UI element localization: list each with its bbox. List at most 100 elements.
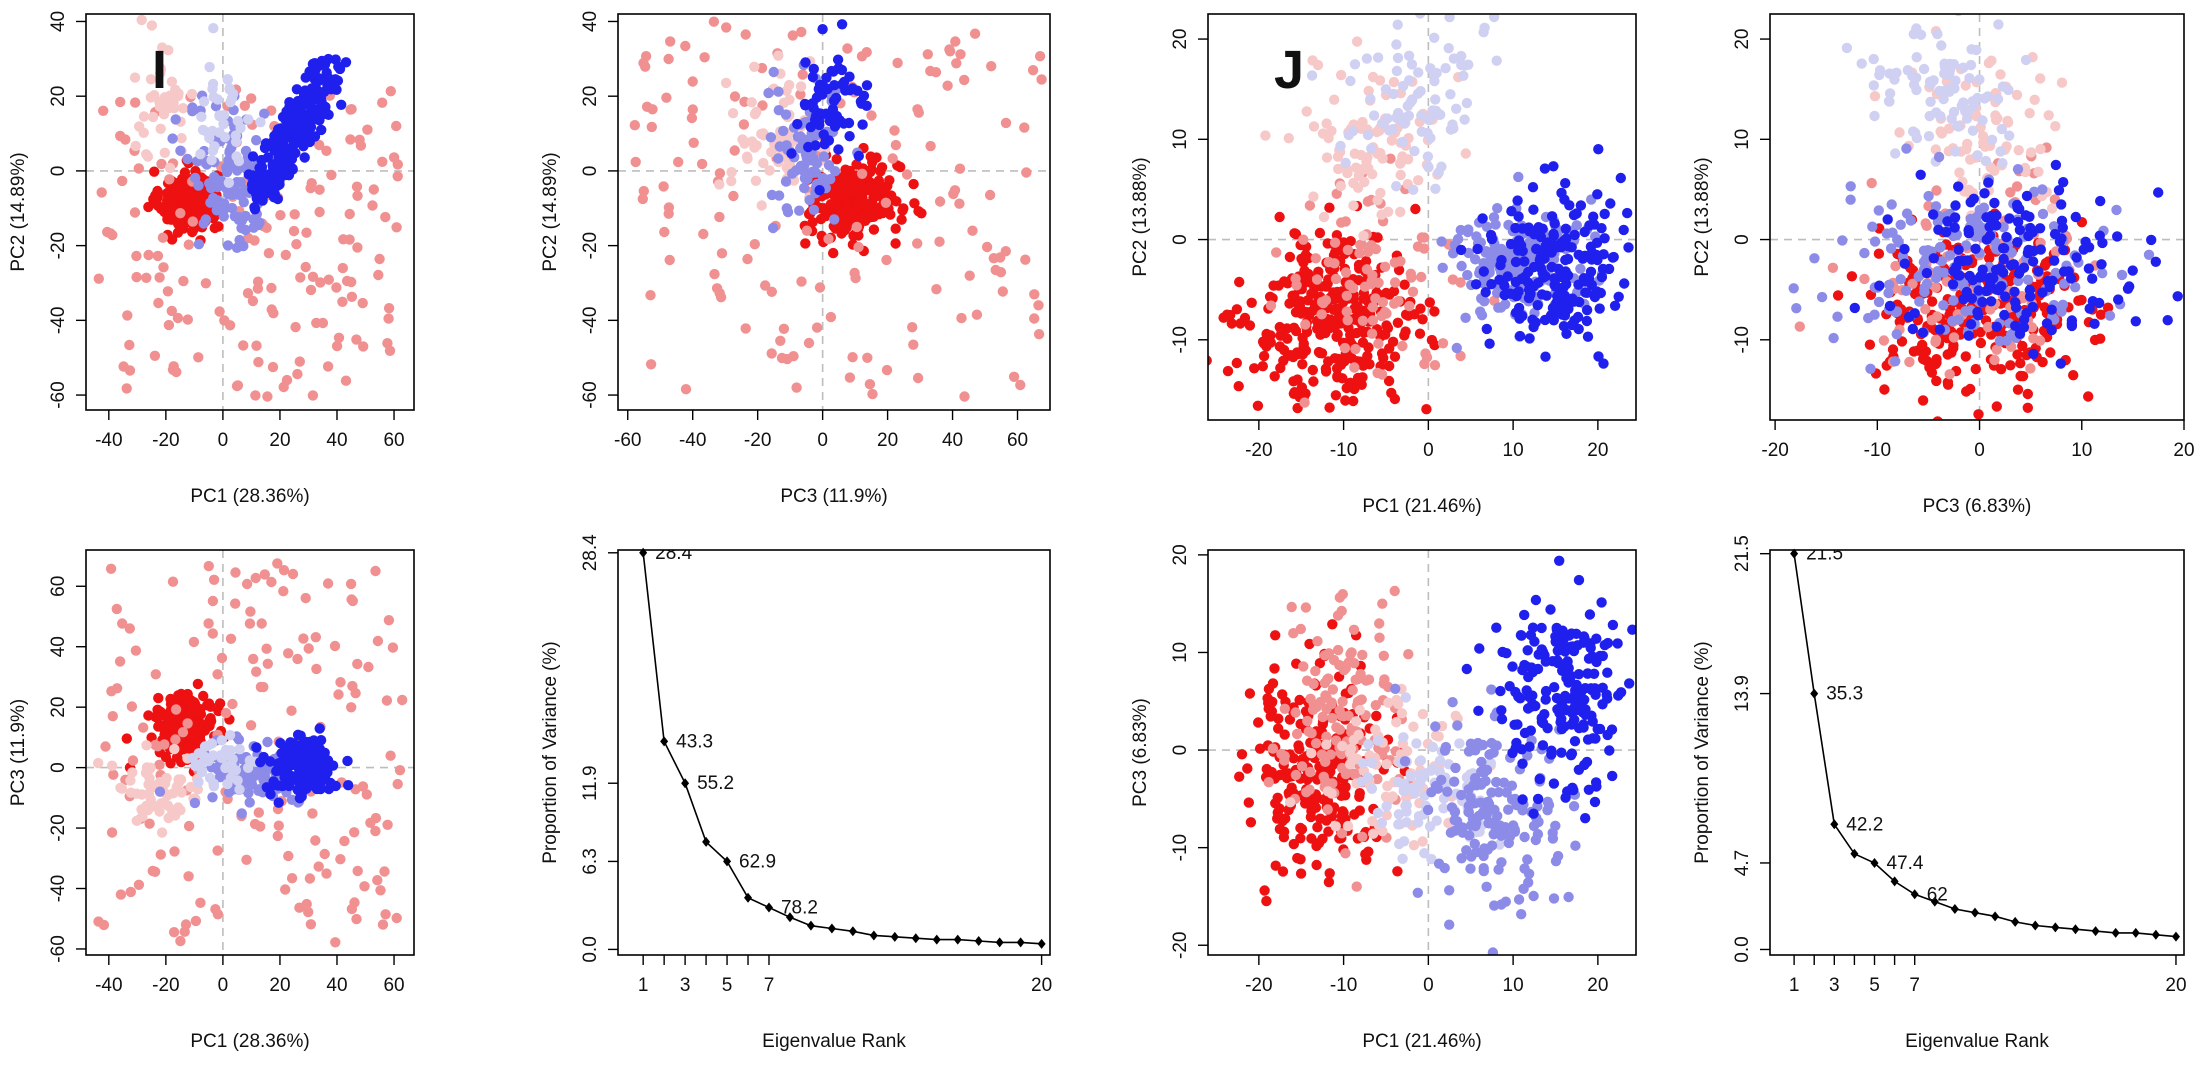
scatter-point	[1353, 729, 1364, 741]
scatter-point	[1917, 395, 1929, 406]
scatter-point	[1904, 356, 1915, 368]
scatter-point	[282, 166, 293, 178]
scatter-point	[307, 808, 318, 819]
scatter-point	[246, 179, 258, 190]
scatter-point	[349, 827, 360, 838]
scatter-point	[1977, 264, 1988, 275]
scatter-point	[1279, 703, 1291, 714]
scatter-point	[1932, 416, 1943, 420]
scatter-point	[2023, 230, 2034, 242]
scatter-point	[756, 200, 767, 211]
scatter-point	[262, 736, 273, 748]
scatter-point	[1939, 61, 1951, 72]
scatter-point	[1270, 860, 1281, 871]
scatter-point	[1321, 731, 1332, 742]
scatter-point	[1984, 253, 1995, 264]
scatter-point	[1307, 55, 1318, 66]
scatter-point	[637, 193, 648, 205]
scatter-point	[1412, 241, 1424, 252]
scatter-point	[1365, 93, 1376, 105]
scatter-point	[2066, 318, 2077, 329]
scatter-point	[1367, 169, 1378, 180]
scatter-point	[187, 106, 198, 117]
scatter-point	[1351, 327, 1362, 339]
scatter-point	[1918, 348, 1929, 359]
scatter-point	[2096, 259, 2107, 270]
scatter-point	[699, 52, 710, 63]
scatter-point	[230, 567, 241, 578]
scatter-point	[1403, 110, 1415, 122]
scatter-point	[256, 618, 267, 629]
scatter-point	[2043, 110, 2054, 121]
scatter-point	[1547, 833, 1559, 844]
scatter-point	[1965, 197, 1976, 208]
scatter-point	[1337, 589, 1349, 600]
scatter-point	[1941, 226, 1952, 238]
scatter-point	[382, 338, 393, 349]
y-axis-label: PC2 (14.89%)	[540, 152, 561, 271]
scatter-point	[326, 169, 337, 181]
scatter-point	[1278, 344, 1290, 356]
scatter-point	[330, 937, 341, 948]
scatter-point	[175, 208, 186, 219]
scatter-point	[1585, 266, 1597, 277]
scatter-point	[740, 29, 751, 40]
scatter-point	[1311, 701, 1322, 713]
x-tick-label: -60	[614, 430, 641, 451]
scatter-point	[1911, 52, 1922, 63]
scatter-point	[250, 390, 261, 401]
scatter-point	[127, 755, 139, 766]
scatter-point	[310, 835, 321, 846]
scatter-point	[262, 152, 274, 163]
scatter-point	[196, 111, 207, 123]
scatter-point	[352, 190, 363, 201]
scatter-point	[949, 185, 961, 196]
scatter-point	[1443, 43, 1454, 54]
scatter-point	[781, 85, 792, 97]
scatter-points	[1788, 14, 2183, 420]
scatter-point	[1321, 152, 1333, 163]
scatter-points	[93, 558, 408, 948]
scatter-point	[1981, 285, 1992, 297]
scatter-point	[1433, 858, 1445, 869]
scatter-point	[2150, 256, 2161, 267]
scatter-point	[1928, 75, 1939, 86]
scatter-series-6	[251, 723, 354, 808]
scatter-point	[1970, 363, 1982, 375]
scatter-point	[1846, 271, 1858, 282]
scatter-point	[1287, 290, 1298, 301]
scatter-point	[1380, 84, 1392, 95]
scatter-point	[207, 595, 219, 607]
scatter-point	[1896, 336, 1908, 347]
scree-point	[1016, 937, 1025, 948]
scatter-point	[1337, 740, 1348, 752]
scatter-point	[1592, 189, 1603, 200]
scatter-point	[1445, 124, 1457, 135]
scatter-point	[861, 80, 873, 91]
scatter-point	[967, 225, 978, 236]
scatter-point	[1306, 833, 1317, 844]
scatter-point	[150, 669, 161, 680]
scree-point	[806, 920, 815, 931]
scatter-point	[811, 322, 823, 333]
scatter-point	[956, 312, 967, 324]
scatter-point	[315, 102, 326, 114]
scatter-point	[897, 205, 908, 216]
scatter-point	[2001, 231, 2012, 243]
scatter-point	[1318, 297, 1329, 309]
scatter-point	[1335, 69, 1347, 81]
scatter-point	[1481, 221, 1493, 232]
scatter-point	[969, 28, 981, 39]
scatter-point	[187, 216, 198, 227]
scatter-point	[163, 319, 175, 331]
scatter-point	[185, 707, 196, 719]
scatter-point	[229, 211, 240, 222]
scatter-point	[1908, 346, 1920, 357]
scatter-point	[319, 72, 330, 84]
scatter-point	[1033, 300, 1044, 311]
scatter-point	[1528, 204, 1539, 215]
scatter-point	[1954, 167, 1965, 178]
scatter-point	[153, 297, 164, 309]
